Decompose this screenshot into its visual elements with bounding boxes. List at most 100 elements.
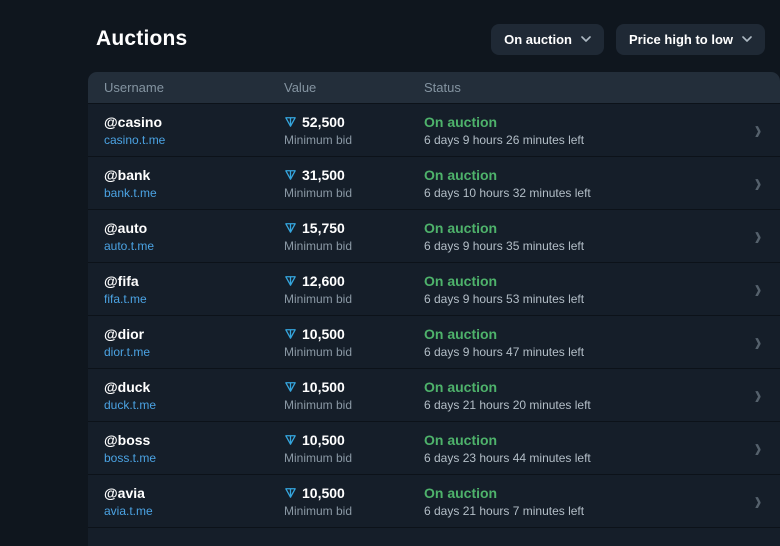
chevron-right-icon: › (754, 486, 762, 516)
chevron-right-icon: › (754, 221, 762, 251)
username-link[interactable]: duck.t.me (104, 397, 157, 412)
username: @auto (104, 219, 148, 236)
chevron-right-icon: › (754, 115, 762, 145)
status-cell: On auction 6 days 23 hours 44 minutes le… (424, 432, 736, 465)
auction-value: 12,600 (302, 272, 345, 289)
page-title: Auctions (96, 27, 188, 50)
time-left: 6 days 23 hours 44 minutes left (424, 450, 591, 465)
minimum-bid-label: Minimum bid (284, 291, 353, 306)
username-cell: @dior dior.t.me (104, 326, 284, 359)
minimum-bid-label: Minimum bid (284, 238, 353, 253)
auction-row[interactable]: @auto auto.t.me 15,750 Minimum bid On au… (88, 209, 780, 262)
status-cell: On auction 6 days 10 hours 32 minutes le… (424, 167, 736, 200)
auction-value: 10,500 (302, 378, 345, 395)
top-bar: Auctions On auction Price high to low (0, 0, 780, 72)
status-cell: On auction 6 days 9 hours 26 minutes lef… (424, 114, 736, 147)
username-link[interactable]: avia.t.me (104, 503, 153, 518)
auction-row[interactable]: @casino casino.t.me 52,500 Minimum bid O… (88, 103, 780, 156)
table-header-row: Username Value Status (88, 72, 780, 103)
username: @boss (104, 431, 151, 448)
auction-row[interactable]: @bank bank.t.me 31,500 Minimum bid On au… (88, 156, 780, 209)
status-on-auction: On auction (424, 378, 498, 395)
time-left: 6 days 10 hours 32 minutes left (424, 185, 591, 200)
username-cell: @auto auto.t.me (104, 220, 284, 253)
username-link[interactable]: boss.t.me (104, 450, 157, 465)
chevron-right-icon: › (754, 274, 762, 304)
auctions-table: Username Value Status @casino casino.t.m… (88, 72, 780, 546)
username-cell: @fifa fifa.t.me (104, 273, 284, 306)
chevron-right-icon: › (754, 327, 762, 357)
chevron-down-icon (742, 36, 752, 42)
username: @fifa (104, 272, 139, 289)
time-left: 6 days 9 hours 53 minutes left (424, 291, 585, 306)
auction-row[interactable]: @boss boss.t.me 10,500 Minimum bid On au… (88, 421, 780, 474)
sort-dropdown[interactable]: Price high to low (615, 23, 765, 55)
status-on-auction: On auction (424, 219, 498, 236)
value-cell: 10,500 Minimum bid (284, 485, 424, 518)
username-link[interactable]: dior.t.me (104, 344, 151, 359)
time-left: 6 days 21 hours 7 minutes left (424, 503, 585, 518)
username-cell: @duck duck.t.me (104, 379, 284, 412)
minimum-bid-label: Minimum bid (284, 503, 353, 518)
column-header-status: Status (424, 80, 461, 95)
ton-diamond-icon (284, 115, 297, 128)
time-left: 6 days 9 hours 47 minutes left (424, 344, 585, 359)
chevron-right-icon: › (754, 168, 762, 198)
chevron-right-icon: › (755, 540, 762, 546)
minimum-bid-label: Minimum bid (284, 132, 353, 147)
auction-value: 10,500 (302, 431, 345, 448)
ton-diamond-icon (284, 486, 297, 499)
value-cell: 52,500 Minimum bid (284, 114, 424, 147)
status-on-auction: On auction (424, 325, 498, 342)
chevron-right-icon: › (754, 433, 762, 463)
username: @duck (104, 378, 151, 395)
status-cell: On auction 6 days 9 hours 35 minutes lef… (424, 220, 736, 253)
username: @dior (104, 325, 145, 342)
time-left: 6 days 9 hours 35 minutes left (424, 238, 585, 253)
auction-value: 52,500 (302, 113, 345, 130)
auction-row[interactable]: @duck duck.t.me 10,500 Minimum bid On au… (88, 368, 780, 421)
username-cell: @boss boss.t.me (104, 432, 284, 465)
time-left: 6 days 21 hours 20 minutes left (424, 397, 591, 412)
username-cell: @bank bank.t.me (104, 167, 284, 200)
ton-diamond-icon (284, 221, 297, 234)
value-cell: 10,500 Minimum bid (284, 326, 424, 359)
auction-row[interactable]: @fifa fifa.t.me 12,600 Minimum bid On au… (88, 262, 780, 315)
auction-value: 10,500 (302, 325, 345, 342)
auction-value: 15,750 (302, 219, 345, 236)
status-filter-label: On auction (504, 31, 572, 47)
username-link[interactable]: auto.t.me (104, 238, 155, 253)
username: @avia (104, 484, 145, 501)
minimum-bid-label: Minimum bid (284, 397, 353, 412)
value-cell: 10,500 Minimum bid (284, 379, 424, 412)
username-link[interactable]: bank.t.me (104, 185, 157, 200)
username: @casino (104, 113, 163, 130)
status-on-auction: On auction (424, 113, 498, 130)
value-cell: 10,500 Minimum bid (284, 432, 424, 465)
value-cell: 12,600 Minimum bid (284, 273, 424, 306)
ton-diamond-icon (284, 433, 297, 446)
ton-diamond-icon (284, 327, 297, 340)
value-cell: 31,500 Minimum bid (284, 167, 424, 200)
username-cell: @avia avia.t.me (104, 485, 284, 518)
sort-dropdown-label: Price high to low (628, 31, 733, 47)
status-cell: On auction 6 days 21 hours 20 minutes le… (424, 379, 736, 412)
auction-row[interactable]: @avia avia.t.me 10,500 Minimum bid On au… (88, 474, 780, 527)
auction-row-partial[interactable]: @ 10,500 On auction › (88, 527, 780, 546)
auction-value: 31,500 (302, 166, 345, 183)
status-filter-dropdown[interactable]: On auction (491, 23, 604, 55)
minimum-bid-label: Minimum bid (284, 344, 353, 359)
ton-diamond-icon (284, 168, 297, 181)
minimum-bid-label: Minimum bid (284, 450, 353, 465)
username: @bank (104, 166, 151, 183)
status-on-auction: On auction (424, 431, 498, 448)
username-link[interactable]: casino.t.me (104, 132, 166, 147)
auction-value: 10,500 (302, 484, 345, 501)
minimum-bid-label: Minimum bid (284, 185, 353, 200)
ton-diamond-icon (284, 380, 297, 393)
auction-row[interactable]: @dior dior.t.me 10,500 Minimum bid On au… (88, 315, 780, 368)
ton-diamond-icon (284, 274, 297, 287)
username-link[interactable]: fifa.t.me (104, 291, 147, 306)
status-cell: On auction 6 days 9 hours 47 minutes lef… (424, 326, 736, 359)
chevron-right-icon: › (754, 380, 762, 410)
